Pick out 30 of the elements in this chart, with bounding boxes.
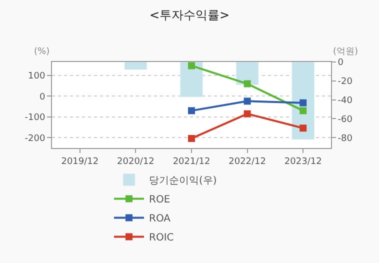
y-tick-label: 0	[39, 92, 46, 102]
point	[244, 110, 251, 118]
y-axis-title: (%)	[34, 47, 50, 57]
legend-label: ROA	[149, 214, 171, 225]
x-tick-label: 2023/12	[284, 156, 322, 167]
point	[300, 124, 307, 132]
x-tick-label: 2020/12	[117, 156, 154, 167]
y2-tick-label: -40	[338, 96, 353, 106]
y2-axis-title: (억원)	[333, 47, 358, 57]
legend-label: ROE	[149, 194, 170, 206]
y-tick-label: 100	[28, 72, 46, 82]
point	[244, 98, 251, 105]
chart-title: <투자수익률>	[149, 8, 230, 22]
y2-tick-label: 0	[338, 58, 344, 68]
y2-tick-label: -60	[338, 114, 353, 125]
legend-label: ROIC	[149, 232, 174, 244]
point	[188, 134, 195, 142]
point	[188, 107, 195, 114]
y2-tick-label: -80	[338, 134, 353, 144]
x-tick-label: 2019/12	[61, 156, 99, 167]
x-tick-label: 2021/12	[172, 156, 210, 167]
point	[300, 107, 307, 114]
point	[244, 80, 251, 88]
y-tick-label: -100	[24, 113, 46, 124]
x-tick-label: 2022/12	[228, 156, 266, 167]
y2-tick-label: -20	[338, 77, 353, 88]
y-tick-label: -200	[24, 134, 46, 144]
legend-label: 당기순이익(우)	[149, 176, 217, 187]
point	[188, 62, 195, 70]
point	[300, 99, 307, 106]
